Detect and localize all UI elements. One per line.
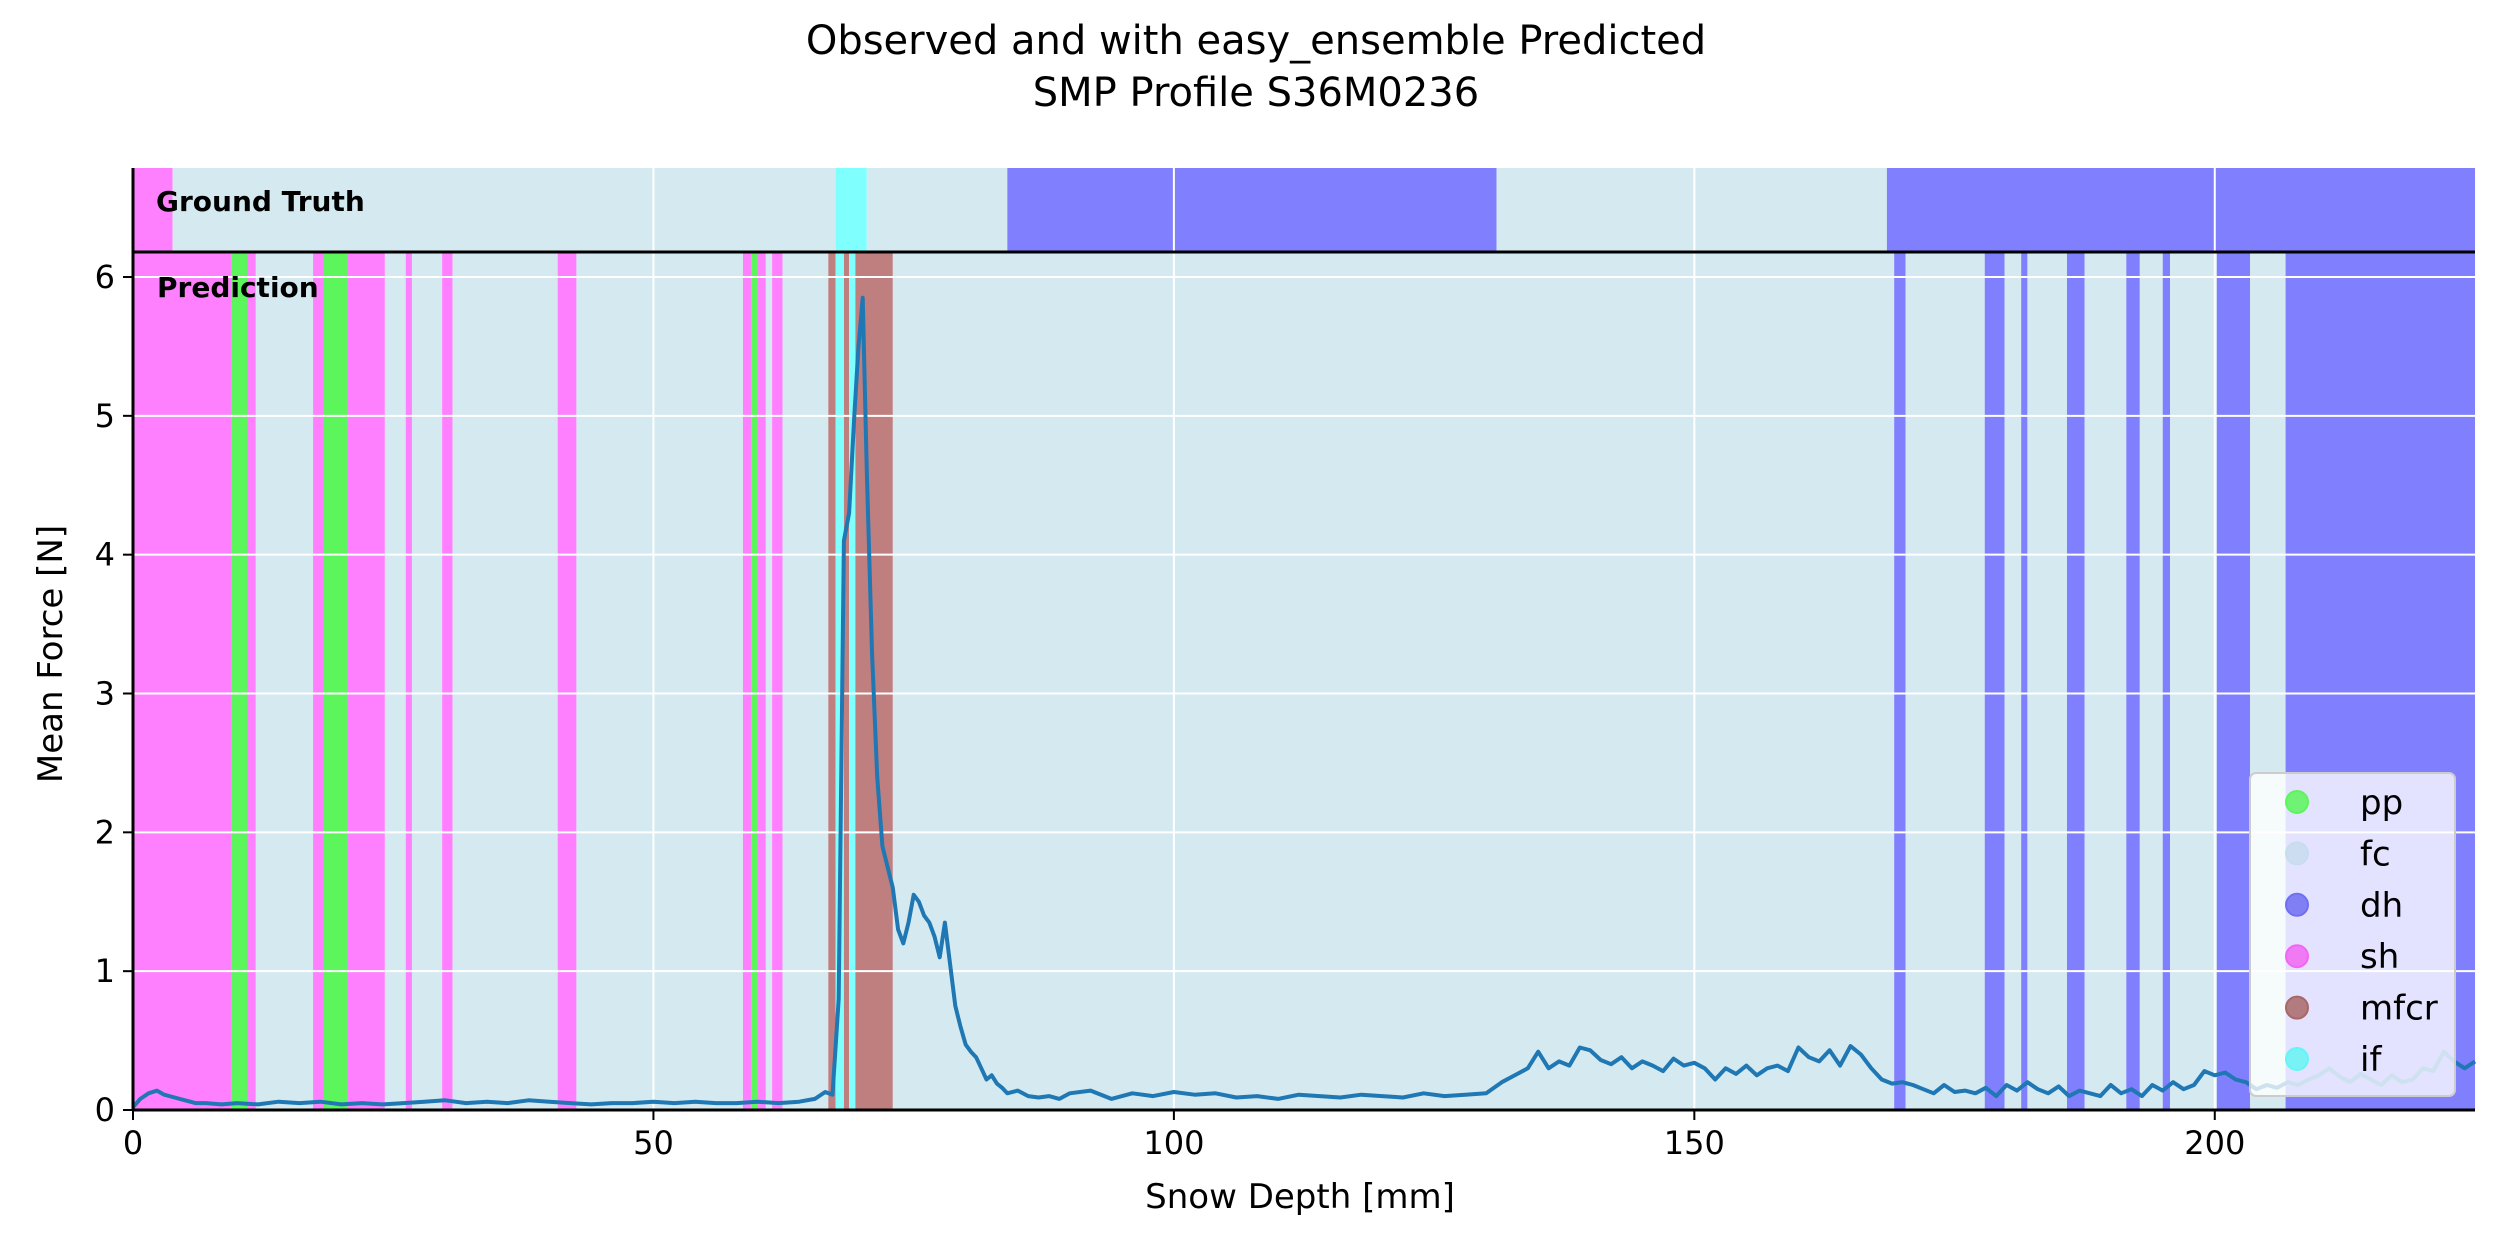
prediction-band-fc [782,252,829,1110]
chart-title: Observed and with easy_ensemble Predicte… [806,18,1706,64]
prediction-band-sh [247,252,256,1110]
x-tick-label: 200 [2184,1124,2245,1162]
prediction-band-pp [323,252,348,1110]
grid [133,168,2475,1110]
force-line [131,295,2477,1109]
prediction-band-pp [231,252,248,1110]
ground-truth-band-fc [866,168,1008,252]
legend-label-pp: pp [2360,783,2403,823]
prediction-band-sh [347,252,385,1110]
y-tick-label: 6 [95,258,115,296]
x-tick-label: 50 [633,1124,674,1162]
prediction-band-pp [751,252,758,1110]
prediction-band-sh [442,252,453,1110]
prediction-band-sh [772,252,783,1110]
legend-label-if: if [2360,1040,2382,1080]
legend-marker-pp [2285,790,2309,814]
prediction-band-dh [2021,252,2028,1110]
ground-truth-band-if [835,168,867,252]
x-tick-label: 0 [123,1124,143,1162]
prediction-band-fc [2004,252,2022,1110]
y-tick-label: 0 [95,1091,115,1129]
prediction-band-mfcr [843,252,850,1110]
y-tick-label: 5 [95,397,115,435]
legend: pp fc dh sh mfcr if [2249,772,2456,1097]
prediction-band-mfcr [828,252,836,1110]
legend-label-sh: sh [2360,937,2399,977]
y-tick-label: 4 [95,536,115,574]
prediction-band-sh [133,252,232,1110]
legend-marker-sh [2285,944,2309,969]
prediction-band-fc [576,252,743,1110]
legend-marker-fc [2285,841,2309,866]
chart-subtitle: SMP Profile S36M0236 [1033,70,1479,116]
prediction-band-if [835,252,844,1110]
ground-truth-band-fc [1496,168,1887,252]
x-axis-label: Snow Depth [mm] [1145,1177,1455,1217]
prediction-band-fc [892,252,1895,1110]
legend-marker-if [2285,1047,2309,1071]
prediction-band-if [849,252,856,1110]
x-tick-label: 100 [1143,1124,1204,1162]
legend-marker-mfcr [2285,995,2309,1020]
prediction-band-fc [452,252,558,1110]
x-tick-label: 150 [1664,1124,1725,1162]
x-ticks: 0 50 100 150 200 [123,1110,2245,1162]
ground-truth-label: Ground Truth [156,185,365,218]
prediction-band-sh [313,252,324,1110]
prediction-band-sh [557,252,577,1110]
prediction-bands [133,252,2475,1110]
prediction-band-fc [1905,252,1985,1110]
prediction-band-dh [2066,252,2085,1110]
legend-label-fc: fc [2360,834,2391,874]
ground-truth-band-dh [1886,168,2475,252]
prediction-band-fc [2170,252,2217,1110]
legend-label-mfcr: mfcr [2360,989,2438,1029]
prediction-band-sh [757,252,766,1110]
ground-truth-band-fc [172,168,836,252]
prediction-band-fc [2139,252,2163,1110]
prediction-band-dh [2162,252,2171,1110]
legend-marker-dh [2285,892,2309,917]
prediction-band-fc [411,252,443,1110]
prediction-band-fc [2027,252,2067,1110]
prediction-band-dh [2126,252,2140,1110]
prediction-label: Prediction [157,271,319,304]
y-axis-label: Mean Force [N] [31,525,71,783]
legend-box [2249,772,2456,1097]
ground-truth-bands [133,168,2475,252]
prediction-band-dh [2216,252,2251,1110]
prediction-band-fc [2084,252,2127,1110]
prediction-band-dh [1894,252,1906,1110]
prediction-band-sh [742,252,752,1110]
y-tick-label: 3 [95,675,115,713]
legend-label-dh: dh [2360,886,2403,926]
prediction-band-dh [1984,252,2005,1110]
prediction-band-fc [255,252,314,1110]
ground-truth-band-dh [1007,168,1497,252]
prediction-band-sh [405,252,412,1110]
y-ticks: 0 1 2 3 4 5 6 [95,258,133,1129]
ground-truth-band-sh [133,168,173,252]
prediction-band-fc [384,252,406,1110]
prediction-band-fc [765,252,773,1110]
y-tick-label: 2 [95,813,115,851]
y-tick-label: 1 [95,952,115,990]
